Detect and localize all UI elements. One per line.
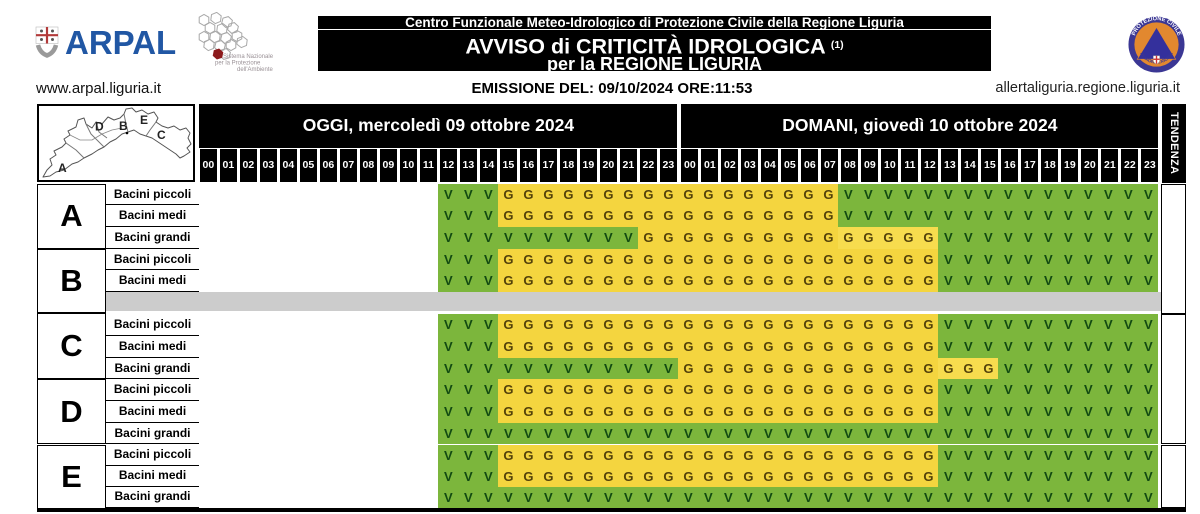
svg-text:B: B	[119, 119, 128, 133]
svg-text:D: D	[95, 120, 104, 134]
svg-text:dell'Ambiente: dell'Ambiente	[237, 67, 273, 73]
svg-text:E: E	[140, 113, 148, 127]
svg-text:per la Protezione: per la Protezione	[215, 61, 261, 67]
svg-text:Sistema Nazionale: Sistema Nazionale	[223, 54, 274, 60]
svg-text:A: A	[58, 161, 67, 175]
svg-text:C: C	[157, 128, 166, 142]
